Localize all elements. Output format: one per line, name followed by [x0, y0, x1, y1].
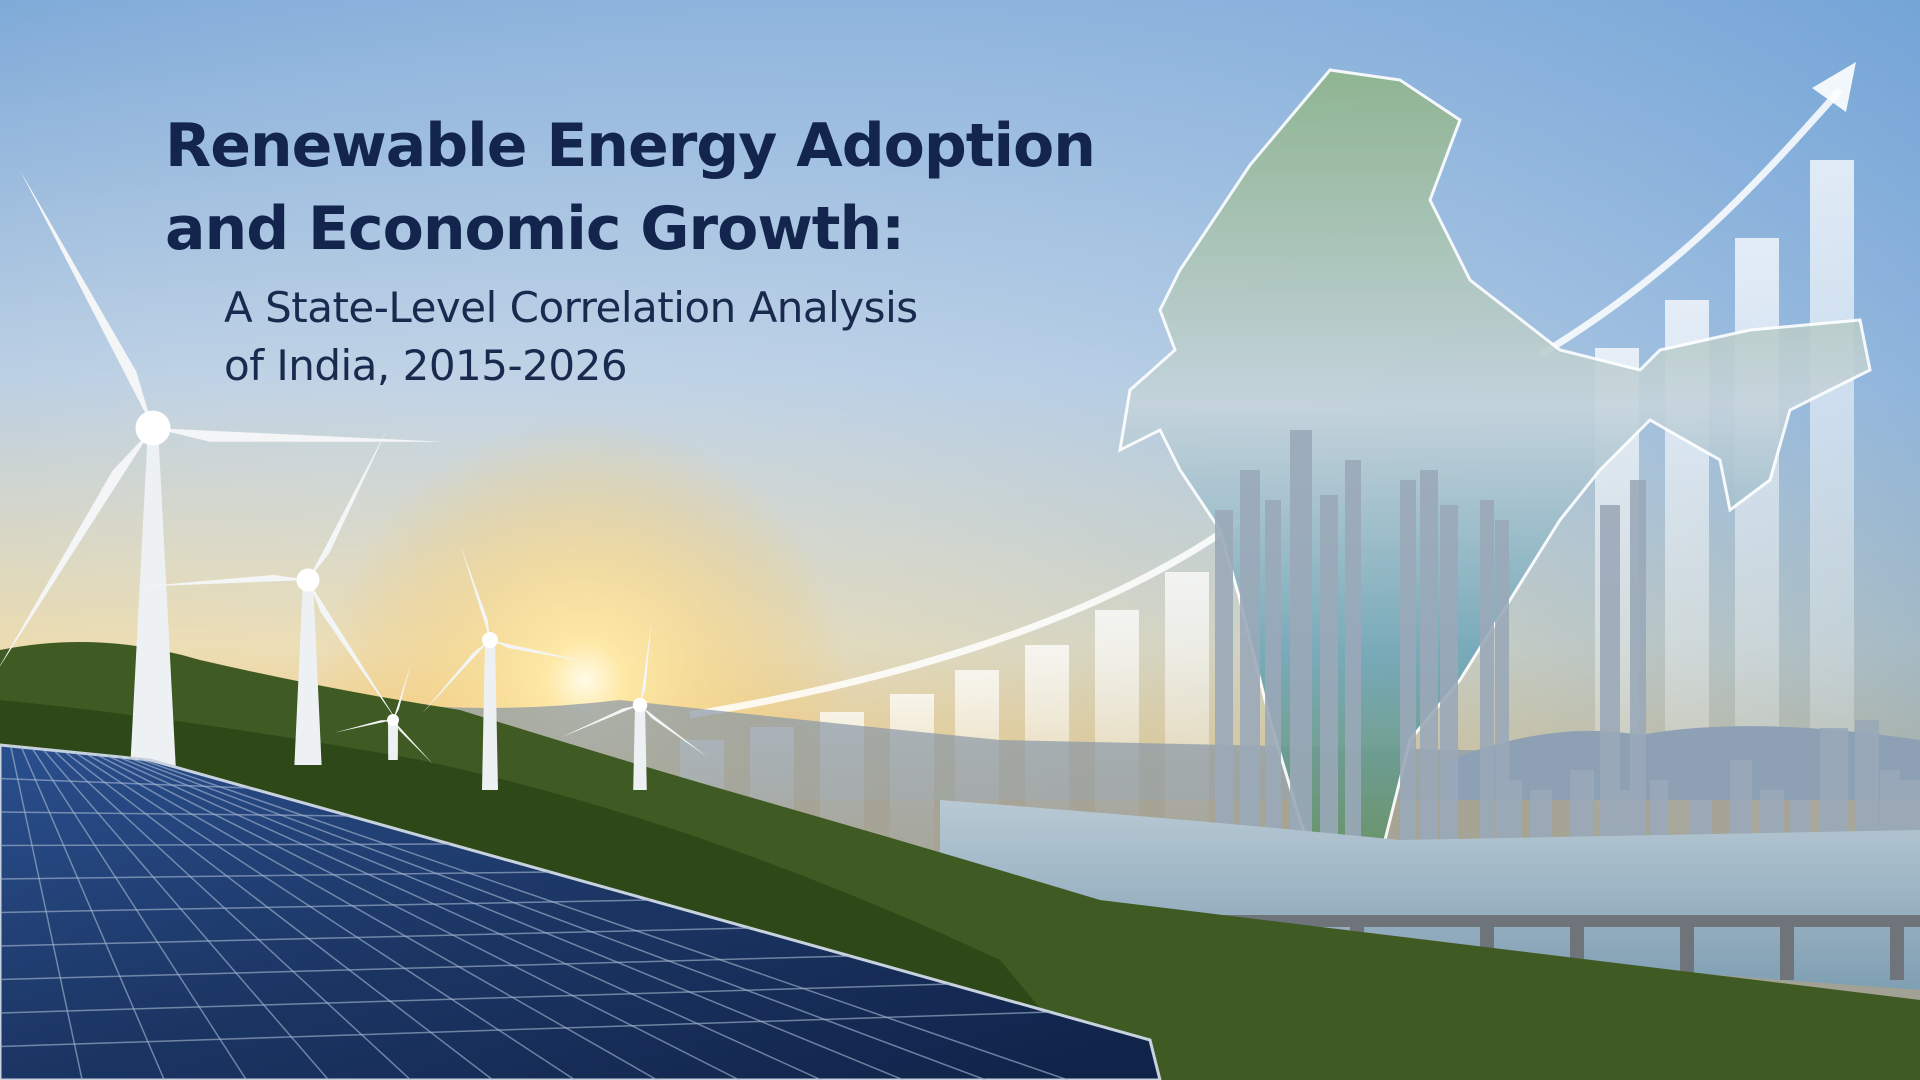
- panel-line: [0, 899, 651, 914]
- turbine-blade: [308, 429, 388, 580]
- panel-line: [0, 983, 951, 1014]
- turbine-blade: [561, 705, 640, 738]
- panel-line: [0, 927, 751, 947]
- building: [1345, 460, 1361, 840]
- building: [1730, 760, 1752, 840]
- panel-line: [31, 747, 248, 1080]
- building: [1600, 505, 1620, 840]
- building: [1630, 480, 1646, 840]
- panel-line: [53, 749, 412, 1080]
- panel-line: [139, 758, 1069, 1080]
- panel-line: [0, 843, 451, 847]
- title-line: Renewable Energy Adoption: [165, 111, 1095, 181]
- building: [1900, 780, 1920, 840]
- building: [1215, 510, 1233, 840]
- building: [1690, 800, 1712, 840]
- building: [1500, 780, 1522, 840]
- building: [1290, 430, 1312, 840]
- panel-line: [0, 1011, 1051, 1048]
- building: [1880, 770, 1900, 840]
- turbine-hub: [632, 697, 648, 713]
- turbine-blade: [393, 720, 434, 765]
- building: [1240, 470, 1260, 840]
- title-line: and Economic Growth:: [165, 194, 904, 264]
- arrow-head: [1812, 62, 1856, 112]
- building: [1265, 500, 1281, 840]
- turbine-hub: [387, 714, 399, 726]
- turbine-blade: [334, 720, 393, 733]
- panel-line: [0, 871, 551, 880]
- building: [1400, 480, 1416, 840]
- far-hills-right: [1450, 726, 1920, 800]
- city-skyline: [1215, 430, 1920, 840]
- turbine-blade: [393, 662, 412, 720]
- building: [1440, 505, 1458, 840]
- subtitle-line: of India, 2015-2026: [224, 341, 627, 390]
- solar-panels: [0, 743, 1162, 1080]
- panel-line: [0, 955, 851, 981]
- turbine-blade: [490, 640, 588, 663]
- building: [1790, 800, 1810, 840]
- building: [1320, 495, 1338, 840]
- bridge-pier: [1890, 925, 1904, 980]
- building: [1530, 790, 1552, 840]
- panel-line: [63, 750, 494, 1080]
- bridge-pier: [1680, 925, 1694, 980]
- subtitle-line: A State-Level Correlation Analysis: [224, 283, 918, 332]
- building: [1570, 770, 1594, 840]
- building: [1760, 790, 1784, 840]
- building: [1820, 728, 1848, 840]
- building: [1610, 790, 1630, 840]
- turbine-blade: [460, 544, 490, 640]
- panel-line: [85, 752, 658, 1080]
- river: [940, 800, 1920, 990]
- turbine-blade: [640, 705, 708, 758]
- turbine-hub: [482, 632, 498, 648]
- turbine-blade: [640, 620, 652, 705]
- panel-line: [9, 745, 83, 1080]
- turbine-blade: [308, 580, 399, 724]
- panel-grid: [0, 745, 1069, 1080]
- building: [1495, 520, 1509, 840]
- panel-line: [42, 748, 330, 1080]
- bridge-pier: [1780, 925, 1794, 980]
- turbine-tower: [129, 428, 177, 775]
- turbine-tower: [388, 720, 398, 760]
- turbine-tower: [294, 580, 322, 765]
- turbine-hub: [135, 410, 171, 446]
- building: [1650, 780, 1668, 840]
- building: [1480, 500, 1494, 840]
- panel-line: [20, 746, 165, 1080]
- building: [1855, 720, 1879, 840]
- growth-arrow: [689, 87, 1843, 719]
- panel-line: [117, 756, 904, 1080]
- turbine-blade: [153, 428, 443, 442]
- panel-line: [0, 811, 351, 817]
- panel-line: [128, 757, 986, 1080]
- turbine-tower: [633, 705, 647, 790]
- turbine-blade: [138, 574, 308, 587]
- panel-line: [0, 777, 251, 789]
- building: [1420, 470, 1438, 840]
- panel-line: [106, 755, 822, 1080]
- panel-line: [74, 751, 576, 1080]
- turbine-tower: [482, 640, 498, 790]
- turbine-hub: [296, 568, 320, 592]
